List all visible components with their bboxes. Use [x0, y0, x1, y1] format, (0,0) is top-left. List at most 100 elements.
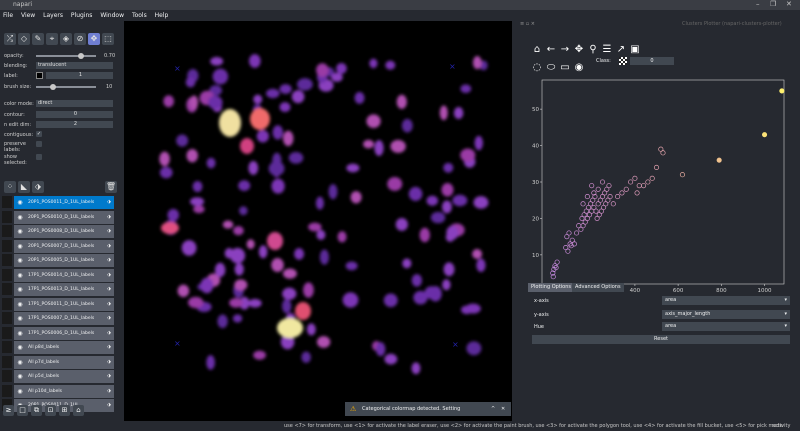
contour-spinbox[interactable]: 0: [36, 111, 113, 118]
new-labels-icon[interactable]: ⬗: [32, 181, 44, 193]
home-icon[interactable]: ⌂: [73, 405, 84, 416]
fill-bucket-icon[interactable]: ◈: [60, 33, 72, 45]
eye-icon[interactable]: ◉: [17, 228, 23, 235]
layer-row[interactable]: ◉ 20P1_POS0011_D_1UL_labels ⬗: [14, 196, 114, 209]
eye-icon[interactable]: ◉: [17, 373, 23, 380]
opacity-slider[interactable]: [36, 55, 96, 57]
transpose-icon[interactable]: ⊡: [45, 405, 56, 416]
menu-window[interactable]: Window: [100, 12, 125, 19]
grid-icon[interactable]: ⊞: [59, 405, 70, 416]
expand-notification-button[interactable]: ^: [491, 406, 496, 412]
layer-row[interactable]: ◉ 20P1_POS0010_D_1UL_labels ⬗: [14, 210, 114, 224]
eye-icon[interactable]: ◉: [17, 300, 23, 308]
blending-select[interactable]: translucent: [36, 62, 113, 69]
layer-row[interactable]: ◉ 17P1_POS0011_D_1UL_labels ⬗: [14, 297, 114, 311]
paint-brush-icon[interactable]: ✎: [32, 33, 44, 45]
forward-icon[interactable]: →: [560, 44, 570, 55]
layer-row[interactable]: ◉ All p8d_labels ⬗: [14, 341, 114, 354]
opacity-slider-knob[interactable]: [78, 53, 84, 59]
scatter-plot[interactable]: 020040060080010001020304050: [528, 76, 792, 302]
menu-plugins[interactable]: Plugins: [70, 12, 93, 19]
menu-help[interactable]: Help: [154, 12, 169, 19]
hue-select[interactable]: area ▾: [662, 322, 790, 331]
eye-icon[interactable]: ◉: [17, 315, 23, 322]
minimize-button[interactable]: –: [756, 0, 760, 8]
layer-row[interactable]: ◉ 17P1_POS0014_D_1UL_labels ⬗: [14, 268, 114, 282]
tab-advanced-options[interactable]: Advanced Options: [572, 283, 624, 292]
dismiss-notification-button[interactable]: ✕: [501, 406, 506, 412]
label-spinbox[interactable]: 1: [46, 72, 113, 79]
zoom-icon[interactable]: ⚲: [589, 44, 597, 55]
eye-icon[interactable]: ◉: [17, 242, 23, 250]
preserve-labels-checkbox[interactable]: [36, 141, 42, 147]
menu-view[interactable]: View: [20, 12, 36, 19]
ellipse-icon[interactable]: ⬭: [546, 62, 556, 73]
scatter-plot-svg[interactable]: 020040060080010001020304050: [528, 76, 792, 302]
layer-row[interactable]: ◉ 17P1_POS0006_D_1UL_labels ⬗: [14, 326, 114, 340]
y-axis-select[interactable]: axis_major_length ▾: [662, 310, 790, 319]
show-selected-label: show selected:: [4, 154, 27, 166]
eye-icon[interactable]: ◉: [17, 387, 23, 395]
shuffle-icon[interactable]: ⤮: [4, 33, 16, 45]
brush-size-slider-knob[interactable]: [50, 84, 56, 90]
pan-icon[interactable]: ✥: [574, 44, 584, 55]
polygon-icon[interactable]: ⌖: [46, 33, 58, 45]
layer-row[interactable]: ◉ 17P1_POS0007_D_1UL_labels ⬗: [14, 312, 114, 325]
edit-axis-icon[interactable]: ↗: [616, 44, 626, 55]
layer-row[interactable]: ◉ All p5d_labels ⬗: [14, 370, 114, 383]
layer-row[interactable]: ◉ 20P1_POS0008_D_1UL_labels ⬗: [14, 225, 114, 238]
close-button[interactable]: ✕: [786, 0, 792, 8]
save-icon[interactable]: ▣: [630, 44, 640, 55]
eye-icon[interactable]: ◉: [17, 344, 23, 351]
layer-row[interactable]: ◉ 20P1_POS0005_D_1UL_labels ⬗: [14, 254, 114, 267]
eye-icon[interactable]: ◉: [17, 257, 23, 264]
console-icon[interactable]: ≥: [3, 405, 14, 416]
pick-icon[interactable]: ⊘: [74, 33, 86, 45]
new-points-icon[interactable]: ⁘: [4, 181, 16, 193]
contiguous-checkbox[interactable]: ✓: [36, 131, 42, 137]
x-tick-label: 400: [630, 288, 641, 294]
new-shapes-icon[interactable]: ◣: [18, 181, 30, 193]
layer-row[interactable]: ◉ All p10d_labels ⬗: [14, 384, 114, 398]
dock-controls[interactable]: ≡ ▫ ×: [520, 21, 535, 27]
lasso-icon[interactable]: ◌: [532, 62, 542, 73]
x-axis-select[interactable]: area ▾: [662, 296, 790, 305]
n-edit-dim-spinbox[interactable]: 2: [36, 121, 113, 128]
eraser-icon[interactable]: ◇: [18, 33, 30, 45]
class-spinbox[interactable]: 0: [630, 57, 674, 65]
menu-tools[interactable]: Tools: [131, 12, 147, 19]
show-selected-checkbox[interactable]: [36, 154, 42, 160]
eye-icon[interactable]: ◉: [17, 271, 23, 279]
ndisplay-icon[interactable]: □: [17, 405, 28, 416]
layer-row[interactable]: ◉ 20P1_POS0007_D_1UL_labels ⬗: [14, 239, 114, 253]
home-icon[interactable]: ⌂: [533, 44, 541, 55]
eye-icon[interactable]: ◉: [17, 358, 23, 366]
rectangle-icon[interactable]: ▭: [560, 62, 570, 73]
configure-icon[interactable]: ☰: [602, 44, 612, 55]
delete-layer-icon[interactable]: 🗑: [105, 181, 117, 193]
viewer-canvas[interactable]: × × × ×: [124, 21, 512, 421]
layer-row[interactable]: ◉ 17P1_POS0013_D_1UL_labels ⬗: [14, 283, 114, 296]
eye-icon[interactable]: ◉: [17, 286, 23, 293]
menu-layers[interactable]: Layers: [43, 12, 63, 19]
activity-button[interactable]: activity: [772, 423, 791, 429]
roll-dims-icon[interactable]: ⧉: [31, 405, 42, 416]
data-point: [658, 146, 664, 152]
menu-file[interactable]: File: [3, 12, 14, 19]
pan-zoom-icon[interactable]: ✥: [88, 33, 100, 45]
eye-icon[interactable]: ◉: [574, 62, 584, 73]
back-icon[interactable]: ←: [546, 44, 556, 55]
maximize-button[interactable]: ❐: [770, 0, 777, 8]
highlighted-cell: [267, 232, 283, 250]
transform-icon[interactable]: ⬚: [102, 33, 114, 45]
contiguous-label: contiguous:: [4, 132, 34, 138]
tab-plotting-options[interactable]: Plotting Options: [528, 283, 574, 292]
eye-icon[interactable]: ◉: [17, 199, 23, 206]
layer-row[interactable]: ◉ All p7d_labels ⬗: [14, 355, 114, 369]
layer-thumbnail: [2, 225, 12, 237]
reset-button[interactable]: Reset: [532, 335, 790, 344]
color-mode-select[interactable]: direct: [36, 100, 113, 107]
brush-size-slider[interactable]: [36, 86, 96, 88]
eye-icon[interactable]: ◉: [17, 213, 23, 221]
eye-icon[interactable]: ◉: [17, 329, 23, 337]
